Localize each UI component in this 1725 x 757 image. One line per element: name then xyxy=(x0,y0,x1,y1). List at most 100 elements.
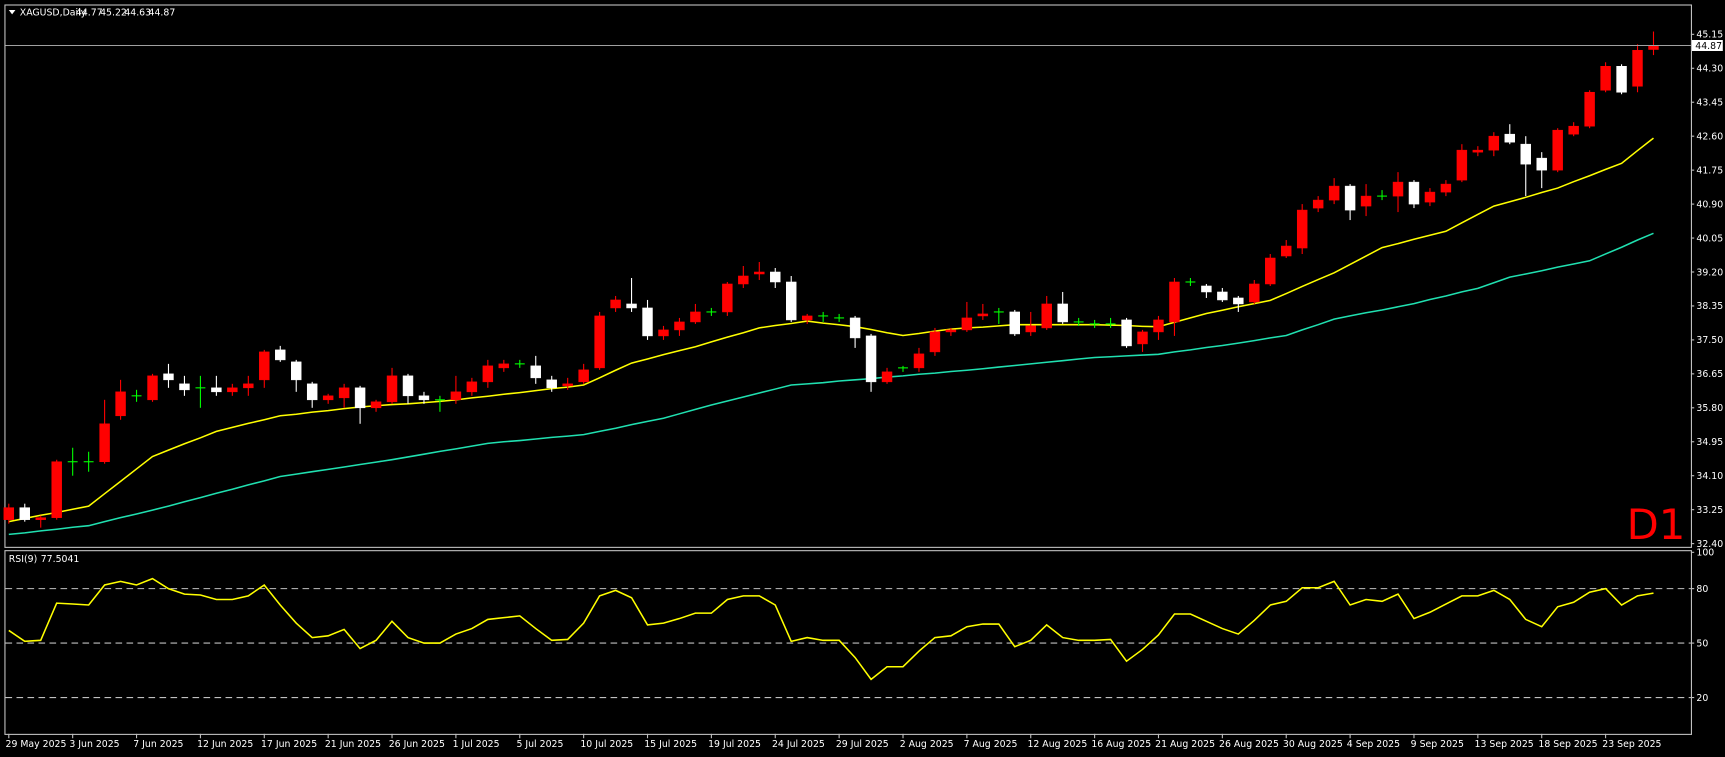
candle-body xyxy=(1360,195,1372,207)
y-tick-label: 100 xyxy=(1696,548,1714,559)
x-tick-label: 2 Aug 2025 xyxy=(900,739,954,750)
x-tick-label: 29 Jul 2025 xyxy=(836,739,889,750)
candle-body xyxy=(770,271,781,283)
candle-body xyxy=(211,387,222,393)
candle-body xyxy=(1201,285,1212,293)
x-tick-label: 7 Aug 2025 xyxy=(964,739,1018,750)
candle-body xyxy=(163,373,174,381)
ohlc-open: 44.77 xyxy=(76,7,103,18)
candle-body xyxy=(1169,281,1180,323)
candle-body xyxy=(19,507,30,520)
y-tick-label: 42.60 xyxy=(1696,131,1723,142)
y-tick-label: 39.20 xyxy=(1696,267,1723,278)
candle-body xyxy=(1392,181,1404,197)
candle-body xyxy=(626,303,637,309)
candle-body xyxy=(354,387,366,409)
candle-body xyxy=(977,313,989,317)
candle-body xyxy=(1328,185,1340,201)
x-tick-label: 19 Jul 2025 xyxy=(708,739,761,750)
x-tick-label: 26 Aug 2025 xyxy=(1219,739,1279,750)
x-tick-label: 13 Sep 2025 xyxy=(1475,739,1534,750)
symbol-title: XAGUSD,Daily xyxy=(20,7,87,18)
y-tick-label: 43.45 xyxy=(1696,98,1723,109)
x-tick-label: 12 Aug 2025 xyxy=(1027,739,1087,750)
ohlc-low: 44.63 xyxy=(124,7,151,18)
candle-body xyxy=(322,395,334,401)
x-tick-label: 3 Jun 2025 xyxy=(69,739,119,750)
candle-body xyxy=(945,329,957,333)
y-tick-label: 50 xyxy=(1696,638,1708,649)
candle-body xyxy=(1137,331,1148,345)
candle-body xyxy=(1456,149,1468,181)
candle-body xyxy=(738,275,749,285)
candle-body xyxy=(929,331,941,353)
candle-body xyxy=(530,365,541,379)
ohlc-close: 44.87 xyxy=(149,7,176,18)
candle-body xyxy=(1632,50,1643,87)
candle-body xyxy=(1520,143,1531,165)
candle-body xyxy=(1504,133,1516,143)
y-tick-label: 45.15 xyxy=(1696,30,1723,41)
rsi-title: RSI(9) xyxy=(9,554,37,565)
bid-label-box xyxy=(1691,40,1723,52)
candle-body xyxy=(1552,129,1563,171)
y-tick-label: 37.50 xyxy=(1696,335,1723,346)
candle-body xyxy=(642,307,653,337)
x-tick-label: 1 Jul 2025 xyxy=(453,739,500,750)
candle-body xyxy=(1536,157,1547,171)
y-tick-label: 34.10 xyxy=(1696,471,1723,482)
candle-body xyxy=(610,299,621,309)
candle-body xyxy=(786,281,797,321)
candle-body xyxy=(99,423,110,463)
candle-body xyxy=(402,375,414,397)
candle-body xyxy=(674,321,685,331)
timeframe-label: D1 xyxy=(1627,500,1686,549)
candle-body xyxy=(578,369,589,383)
x-tick-label: 17 Jun 2025 xyxy=(261,739,317,750)
x-tick-label: 26 Jun 2025 xyxy=(389,739,445,750)
x-tick-label: 12 Jun 2025 xyxy=(197,739,253,750)
candle-body xyxy=(466,381,478,393)
candle-body xyxy=(1249,283,1260,303)
candle-body xyxy=(1472,149,1484,153)
candle-body xyxy=(51,461,62,518)
y-tick-label: 20 xyxy=(1696,693,1708,704)
y-tick-label: 35.80 xyxy=(1696,403,1723,414)
rsi-value: 77.5041 xyxy=(41,554,80,565)
candle-body xyxy=(865,335,877,383)
x-tick-label: 21 Aug 2025 xyxy=(1155,739,1215,750)
x-tick-label: 29 May 2025 xyxy=(6,739,67,750)
candle-body xyxy=(35,517,46,520)
x-tick-label: 9 Sep 2025 xyxy=(1411,739,1464,750)
candle-body xyxy=(482,365,494,383)
candle-body xyxy=(1568,125,1579,135)
candle-body xyxy=(259,351,270,381)
y-tick-label: 44.30 xyxy=(1696,64,1723,75)
candle-body xyxy=(546,379,557,389)
candle-body xyxy=(658,329,669,337)
rsi-line xyxy=(8,577,1654,681)
main-pane xyxy=(4,4,1692,548)
candle-body xyxy=(1296,209,1308,249)
candle-body xyxy=(243,383,254,389)
y-tick-label: 34.95 xyxy=(1696,437,1723,448)
candle-body xyxy=(1025,325,1036,333)
candle-body xyxy=(849,317,861,339)
candle-body xyxy=(338,387,350,399)
candle-body xyxy=(370,401,382,409)
y-tick-label: 41.75 xyxy=(1696,165,1723,176)
candle-body xyxy=(961,317,973,331)
candle-body xyxy=(1121,319,1132,347)
candle-body xyxy=(1009,311,1021,335)
x-tick-label: 7 Jun 2025 xyxy=(133,739,183,750)
candle-body xyxy=(690,311,701,323)
menu-arrow[interactable] xyxy=(8,9,16,15)
y-tick-label: 40.05 xyxy=(1696,233,1723,244)
candle-body xyxy=(147,375,158,401)
candle-body xyxy=(306,383,318,401)
candle-body xyxy=(115,391,126,417)
x-tick-label: 5 Jul 2025 xyxy=(516,739,563,750)
candle-body xyxy=(1312,199,1324,209)
